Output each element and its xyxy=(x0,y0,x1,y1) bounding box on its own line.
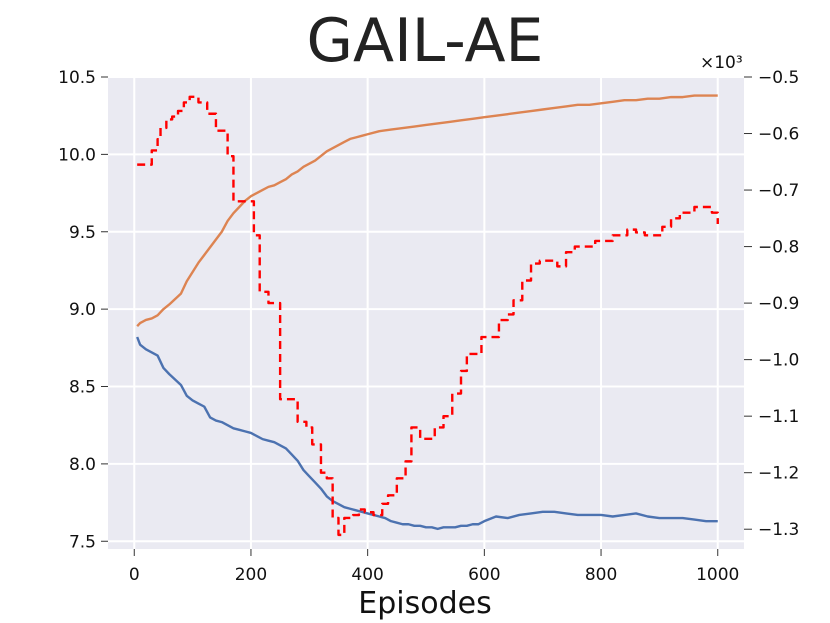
x-axis-label: Episodes xyxy=(358,586,492,621)
series-line-1 xyxy=(136,336,718,531)
y-tick-label-left: 10.5 xyxy=(58,68,96,88)
axes: 0 200 400 600 800 1000 7.5 8.0 8.5 9.0 9.5 10.0 10.5… xyxy=(58,68,799,585)
series-line-2 xyxy=(136,94,718,327)
x-tick-label: 400 xyxy=(351,565,383,585)
y-tick-label-left: 9.0 xyxy=(69,300,96,320)
y-tick-label-right: −0.5 xyxy=(758,68,799,88)
x-tick-label: 600 xyxy=(468,565,500,585)
series-line-3 xyxy=(137,95,719,537)
y-tick-label-right: −1.1 xyxy=(758,407,799,427)
y-tick-label-left: 9.5 xyxy=(69,223,96,243)
y-tick-label-left: 7.5 xyxy=(69,532,96,552)
y-tick-label-right: −0.6 xyxy=(758,125,799,145)
y-tick-label-left: 8.5 xyxy=(69,378,96,398)
y-tick-label-right: −1.0 xyxy=(758,351,799,371)
y-tick-label-right: −1.3 xyxy=(758,520,799,540)
chart-title: GAIL-AE xyxy=(306,6,544,76)
y-tick-label-right: −0.8 xyxy=(758,238,799,258)
y-tick-label-right: −0.9 xyxy=(758,294,799,314)
x-tick-label: 1000 xyxy=(696,565,739,585)
right-axis-multiplier: ×10³ xyxy=(700,53,743,73)
y-tick-label-right: −1.2 xyxy=(758,464,799,484)
series-layer xyxy=(136,94,719,537)
y-tick-label-left: 10.0 xyxy=(58,145,96,165)
x-tick-label: 200 xyxy=(235,565,267,585)
y-tick-label-left: 8.0 xyxy=(69,455,96,475)
x-tick-label: 800 xyxy=(585,565,617,585)
y-tick-label-right: −0.7 xyxy=(758,181,799,201)
x-tick-label: 0 xyxy=(129,565,140,585)
plot-area xyxy=(108,77,744,549)
gridlines xyxy=(108,76,744,549)
